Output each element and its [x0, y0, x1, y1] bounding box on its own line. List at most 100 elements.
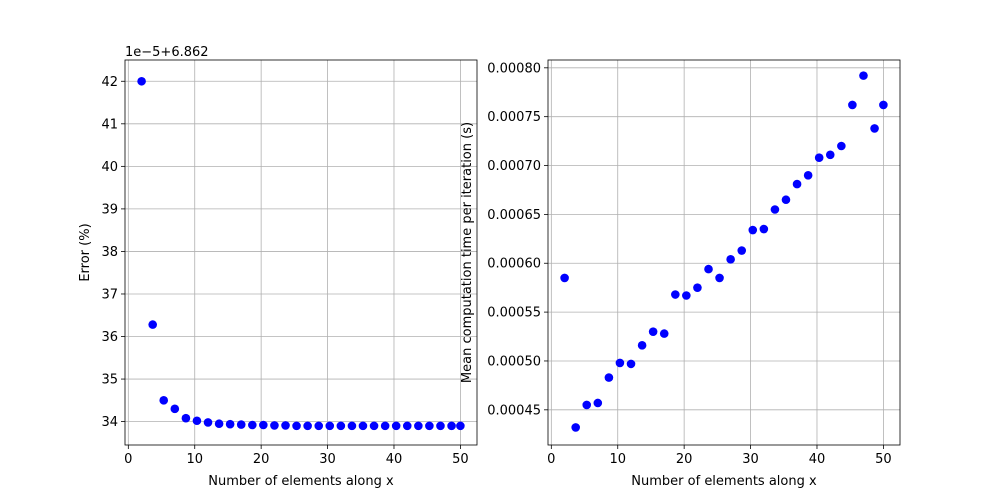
error-plot-data-point: [347, 421, 357, 431]
error-plot-data-point: [137, 76, 146, 86]
time-plot-data-point: [582, 400, 592, 410]
time-plot-y-tick-label: 0.00060: [487, 257, 541, 272]
time-plot-data-point: [781, 195, 791, 205]
error-plot-data-point: [148, 320, 157, 329]
error-plot-data-point: [259, 420, 268, 430]
error-plot-data-point: [270, 421, 279, 430]
error-plot-data-point: [380, 421, 390, 431]
error-plot-y-tick-label: 40: [101, 160, 118, 175]
time-plot-ticks: 0 10 20 30 40 50 0.00045 0.00050 0.00055 0.00060 0…: [487, 61, 891, 467]
error-plot-data-point: [358, 421, 368, 431]
time-plot-data-point: [770, 205, 780, 214]
error-plot-data-point: [414, 421, 423, 431]
error-plot-y-tick-label: 35: [101, 373, 118, 388]
time-plot-y-tick-label: 0.00080: [487, 61, 541, 76]
time-plot-data-point: [704, 264, 713, 274]
error-plot-data-point: [192, 416, 202, 426]
error-plot-data-point: [425, 421, 434, 431]
time-plot-x-tick-label: 20: [676, 452, 693, 467]
time-plot-x-tick-label: 10: [609, 452, 626, 467]
time-plot-data-point: [726, 255, 735, 264]
error-plot-data-point: [225, 419, 235, 429]
time-plot-data-point: [837, 141, 846, 151]
time-plot-data-point: [879, 100, 888, 110]
error-plot-data-point: [181, 413, 191, 423]
error-plot-y-tick-label: 37: [101, 287, 118, 302]
error-plot-x-tick-label: 0: [124, 452, 132, 467]
time-plot-x-tick-label: 30: [742, 452, 759, 467]
error-plot-data-point: [292, 421, 301, 431]
time-plot-data-point: [693, 283, 702, 292]
error-plot-data-point: [456, 421, 465, 431]
error-plot-data-point: [314, 421, 324, 431]
error-plot-x-axis-label: Number of elements along x: [208, 474, 394, 489]
error-plot-data-point: [402, 421, 412, 431]
time-plot-data-point: [848, 100, 857, 110]
error-plot-ticks: 0 10 20 30 40 50 34 35 36 37 38 39 40 41 42: [101, 75, 468, 467]
error-plot-data-point: [303, 421, 312, 431]
time-plot-data-point: [637, 341, 647, 350]
error-plot: 0 10 20 30 40 50 34 35 36 37 38 39 40 41 42 Number of …: [78, 45, 478, 489]
time-plot-data-point: [803, 171, 813, 180]
error-plot-grid: [125, 60, 477, 445]
time-plot-data-point: [626, 359, 636, 369]
time-plot-data-point: [682, 291, 691, 300]
error-plot-x-tick-label: 40: [386, 452, 403, 467]
time-plot-y-tick-label: 0.00055: [487, 306, 541, 321]
time-plot-y-tick-label: 0.00075: [487, 110, 541, 125]
time-plot-data-point: [671, 290, 680, 299]
error-plot-data-point: [170, 404, 180, 414]
time-plot-x-axis-label: Number of elements along x: [631, 474, 817, 489]
time-plot-data-point: [571, 423, 580, 432]
time-plot-data-point: [593, 398, 603, 408]
time-plot-data-point: [715, 273, 724, 283]
time-plot-y-tick-label: 0.00070: [487, 159, 541, 174]
time-plot-data-point: [615, 358, 625, 368]
time-plot-data-point: [648, 327, 658, 336]
error-plot-frame: [124, 59, 478, 446]
time-plot-data-point: [748, 225, 758, 235]
error-plot-y-axis-label: Error (%): [78, 223, 93, 281]
error-plot-y-tick-label: 34: [101, 415, 118, 430]
error-plot-y-tick-label: 36: [101, 330, 118, 345]
error-plot-y-tick-label: 41: [101, 117, 118, 132]
time-plot-data-point: [792, 179, 802, 189]
error-plot-y-tick-label: 39: [101, 202, 118, 217]
error-plot-data-point: [436, 421, 445, 431]
time-plot-data-point: [659, 329, 669, 338]
time-plot-data-point: [859, 71, 868, 80]
time-plot-points: [560, 71, 888, 432]
error-plot-data-point: [336, 421, 346, 431]
error-plot-y-tick-label: 38: [101, 245, 118, 260]
error-plot-data-point: [248, 420, 257, 430]
time-plot-data-point: [870, 124, 879, 133]
error-plot-data-point: [391, 421, 401, 431]
error-plot-data-point: [325, 421, 335, 431]
error-plot-data-point: [203, 418, 213, 427]
time-plot-data-point: [560, 273, 569, 283]
time-plot-y-tick-label: 0.00065: [487, 208, 541, 223]
time-plot-y-tick-label: 0.00050: [487, 354, 541, 369]
time-plot-y-axis-label: Mean computation time per iteration (s): [460, 122, 475, 383]
error-plot-data-point: [369, 421, 379, 431]
time-plot-x-tick-label: 50: [875, 452, 892, 467]
error-plot-y-tick-label: 42: [101, 75, 118, 90]
time-plot: 0 10 20 30 40 50 0.00045 0.00050 0.00055 0.00060 0…: [460, 59, 901, 489]
error-plot-x-tick-label: 10: [186, 452, 203, 467]
error-plot-x-tick-label: 50: [452, 452, 469, 467]
time-plot-x-tick-label: 40: [809, 452, 826, 467]
error-plot-data-point: [447, 421, 456, 431]
time-plot-x-tick-label: 0: [547, 452, 555, 467]
time-plot-grid: [548, 60, 900, 445]
time-plot-y-tick-label: 0.00045: [487, 403, 541, 418]
error-plot-data-point: [236, 420, 246, 429]
time-plot-data-point: [759, 224, 769, 234]
time-plot-data-point: [737, 246, 747, 255]
error-plot-data-point: [281, 421, 290, 430]
error-plot-data-point: [214, 419, 224, 429]
error-plot-offset-label: 1e−5+6.862: [125, 45, 209, 60]
time-plot-frame: [547, 59, 901, 446]
error-plot-x-tick-label: 20: [253, 452, 270, 467]
